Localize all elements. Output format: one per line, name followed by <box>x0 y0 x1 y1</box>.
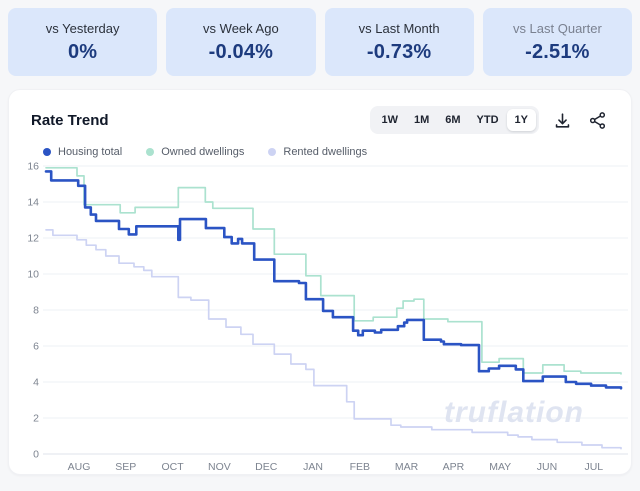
x-tick-label: MAR <box>395 461 419 473</box>
kpi-label: vs Yesterday <box>45 20 120 36</box>
x-tick-label: JAN <box>303 461 323 473</box>
kpi-label: vs Last Quarter <box>512 20 602 36</box>
share-button[interactable] <box>586 109 609 132</box>
y-tick-label: 8 <box>33 305 39 317</box>
legend-label: Rented dwellings <box>283 146 368 158</box>
y-tick-label: 14 <box>27 197 39 209</box>
download-button[interactable] <box>551 109 574 132</box>
chart-title: Rate Trend <box>31 111 109 129</box>
y-tick-label: 2 <box>33 413 39 425</box>
kpi-value: -0.04% <box>208 40 274 63</box>
rate-trend-chart: 16 14 12 10 8 6 4 2 0 AUG SEP OCT NOV DEC JAN FEB MAR APR… <box>27 161 628 473</box>
legend-dot <box>146 148 155 156</box>
range-button-ytd[interactable]: YTD <box>469 109 507 131</box>
x-tick-label: NOV <box>208 461 231 473</box>
legend-item-rented-dwellings[interactable]: Rented dwellings <box>268 146 367 158</box>
kpi-value: -2.51% <box>525 40 590 63</box>
range-button-1y[interactable]: 1Y <box>506 109 536 131</box>
kpi-card-vs-yesterday: vs Yesterday 0% <box>8 8 158 76</box>
kpi-card-vs-last-month: vs Last Month -0.73% <box>324 8 474 76</box>
legend-dot <box>43 148 51 156</box>
y-tick-label: 10 <box>27 269 39 281</box>
series-housing-total <box>44 170 623 390</box>
legend-label: Owned dwellings <box>161 146 245 158</box>
kpi-value: -0.73% <box>366 40 432 63</box>
legend-item-housing-total[interactable]: Housing total <box>43 146 122 158</box>
x-tick-label: DEC <box>255 461 278 473</box>
kpi-value: 0% <box>67 40 98 63</box>
x-tick-label: OCT <box>162 461 185 473</box>
range-button-1w[interactable]: 1W <box>373 109 406 131</box>
series-rented-dwellings <box>45 229 622 450</box>
legend-label: Housing total <box>58 146 123 158</box>
kpi-label: vs Last Month <box>358 20 440 36</box>
kpi-cards-row: vs Yesterday 0% vs Week Ago -0.04% vs La… <box>8 8 632 76</box>
legend-dot <box>268 148 277 156</box>
range-button-6m[interactable]: 6M <box>437 109 468 131</box>
legend-item-owned-dwellings[interactable]: Owned dwellings <box>146 146 244 158</box>
kpi-card-vs-last-quarter: vs Last Quarter -2.51% <box>482 8 632 76</box>
x-tick-label: MAY <box>489 461 511 473</box>
time-range-selector: 1W 1M 6M YTD 1Y <box>370 106 539 134</box>
x-tick-label: FEB <box>350 461 370 473</box>
series-owned-dwellings <box>45 166 622 375</box>
y-tick-label: 6 <box>33 341 39 353</box>
chart-header: Rate Trend 1W 1M 6M YTD 1Y <box>9 90 631 134</box>
kpi-card-vs-week-ago: vs Week Ago -0.04% <box>166 8 316 76</box>
share-icon <box>589 111 606 129</box>
x-tick-label: JUN <box>537 461 557 473</box>
watermark: truflation <box>444 396 584 429</box>
chart-legend: Housing total Owned dwellings Rented dwe… <box>9 134 631 158</box>
chart-controls: 1W 1M 6M YTD 1Y <box>370 106 609 134</box>
y-tick-label: 4 <box>33 377 39 389</box>
range-button-1m[interactable]: 1M <box>406 109 437 131</box>
y-tick-label: 0 <box>33 449 39 461</box>
kpi-label: vs Week Ago <box>203 20 279 36</box>
x-tick-label: JUL <box>584 461 603 473</box>
rate-trend-card: Rate Trend 1W 1M 6M YTD 1Y <box>8 89 632 475</box>
y-tick-label: 12 <box>27 233 39 245</box>
x-tick-label: AUG <box>68 461 91 473</box>
y-tick-label: 16 <box>27 161 39 173</box>
download-icon <box>555 112 570 128</box>
x-tick-label: APR <box>443 461 465 473</box>
x-tick-label: SEP <box>115 461 136 473</box>
